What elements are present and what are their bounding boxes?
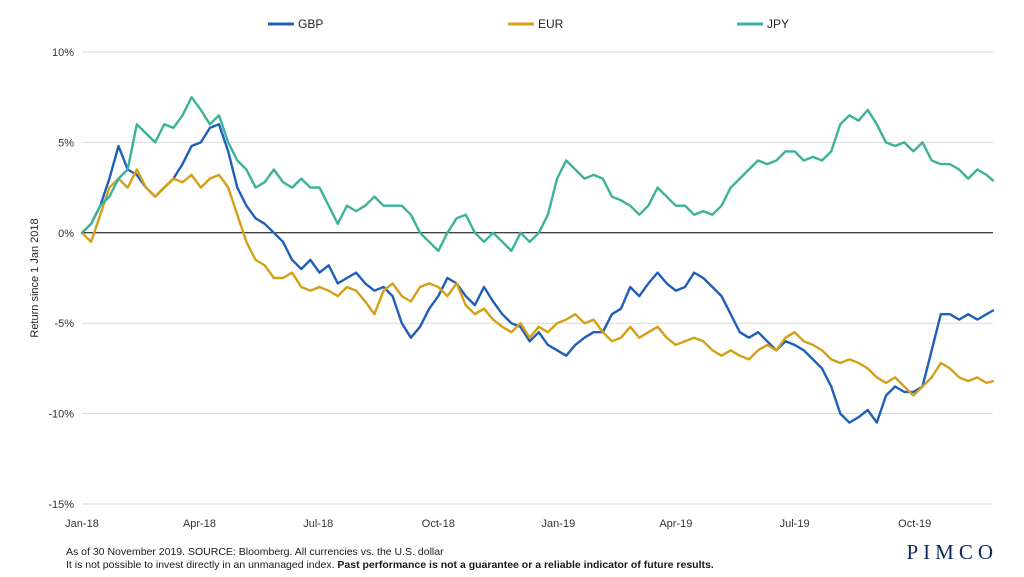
x-tick-label: Jan-19 <box>542 518 576 530</box>
disclaimer-footnote: It is not possible to invest directly in… <box>66 559 714 571</box>
x-tick-label: Jul-19 <box>780 518 810 530</box>
y-axis-label: Return since 1 Jan 2018 <box>29 218 41 337</box>
y-tick-label: 0% <box>58 228 74 240</box>
source-footnote: As of 30 November 2019. SOURCE: Bloomber… <box>66 546 444 558</box>
legend-label-gbp: GBP <box>298 17 323 31</box>
legend-label-eur: EUR <box>538 17 564 31</box>
line-chart: 10% 5% 0% -5% -10% -15% Jan-18 Apr-18 Jul-18 Oct-… <box>29 17 995 530</box>
y-tick-label: 10% <box>52 47 74 59</box>
x-tick-label: Apr-18 <box>183 518 216 530</box>
x-tick-label: Jul-18 <box>303 518 333 530</box>
series-line-gbp <box>80 123 995 424</box>
x-tick-label: Oct-18 <box>422 518 455 530</box>
y-tick-label: 5% <box>58 137 74 149</box>
y-tick-label: -5% <box>54 318 74 330</box>
series-line-eur <box>80 168 995 397</box>
y-tick-label: -10% <box>48 409 74 421</box>
x-tick-label: Jan-18 <box>65 518 99 530</box>
y-tick-label: -15% <box>48 499 74 511</box>
disclaimer-bold-text: Past performance is not a guarantee or a… <box>337 559 714 571</box>
legend-label-jpy: JPY <box>767 17 789 31</box>
pimco-logo: PIMCO <box>906 540 998 564</box>
x-tick-label: Oct-19 <box>898 518 931 530</box>
disclaimer-text: It is not possible to invest directly in… <box>66 559 338 571</box>
x-tick-label: Apr-19 <box>659 518 692 530</box>
series-line-jpy <box>80 96 995 253</box>
